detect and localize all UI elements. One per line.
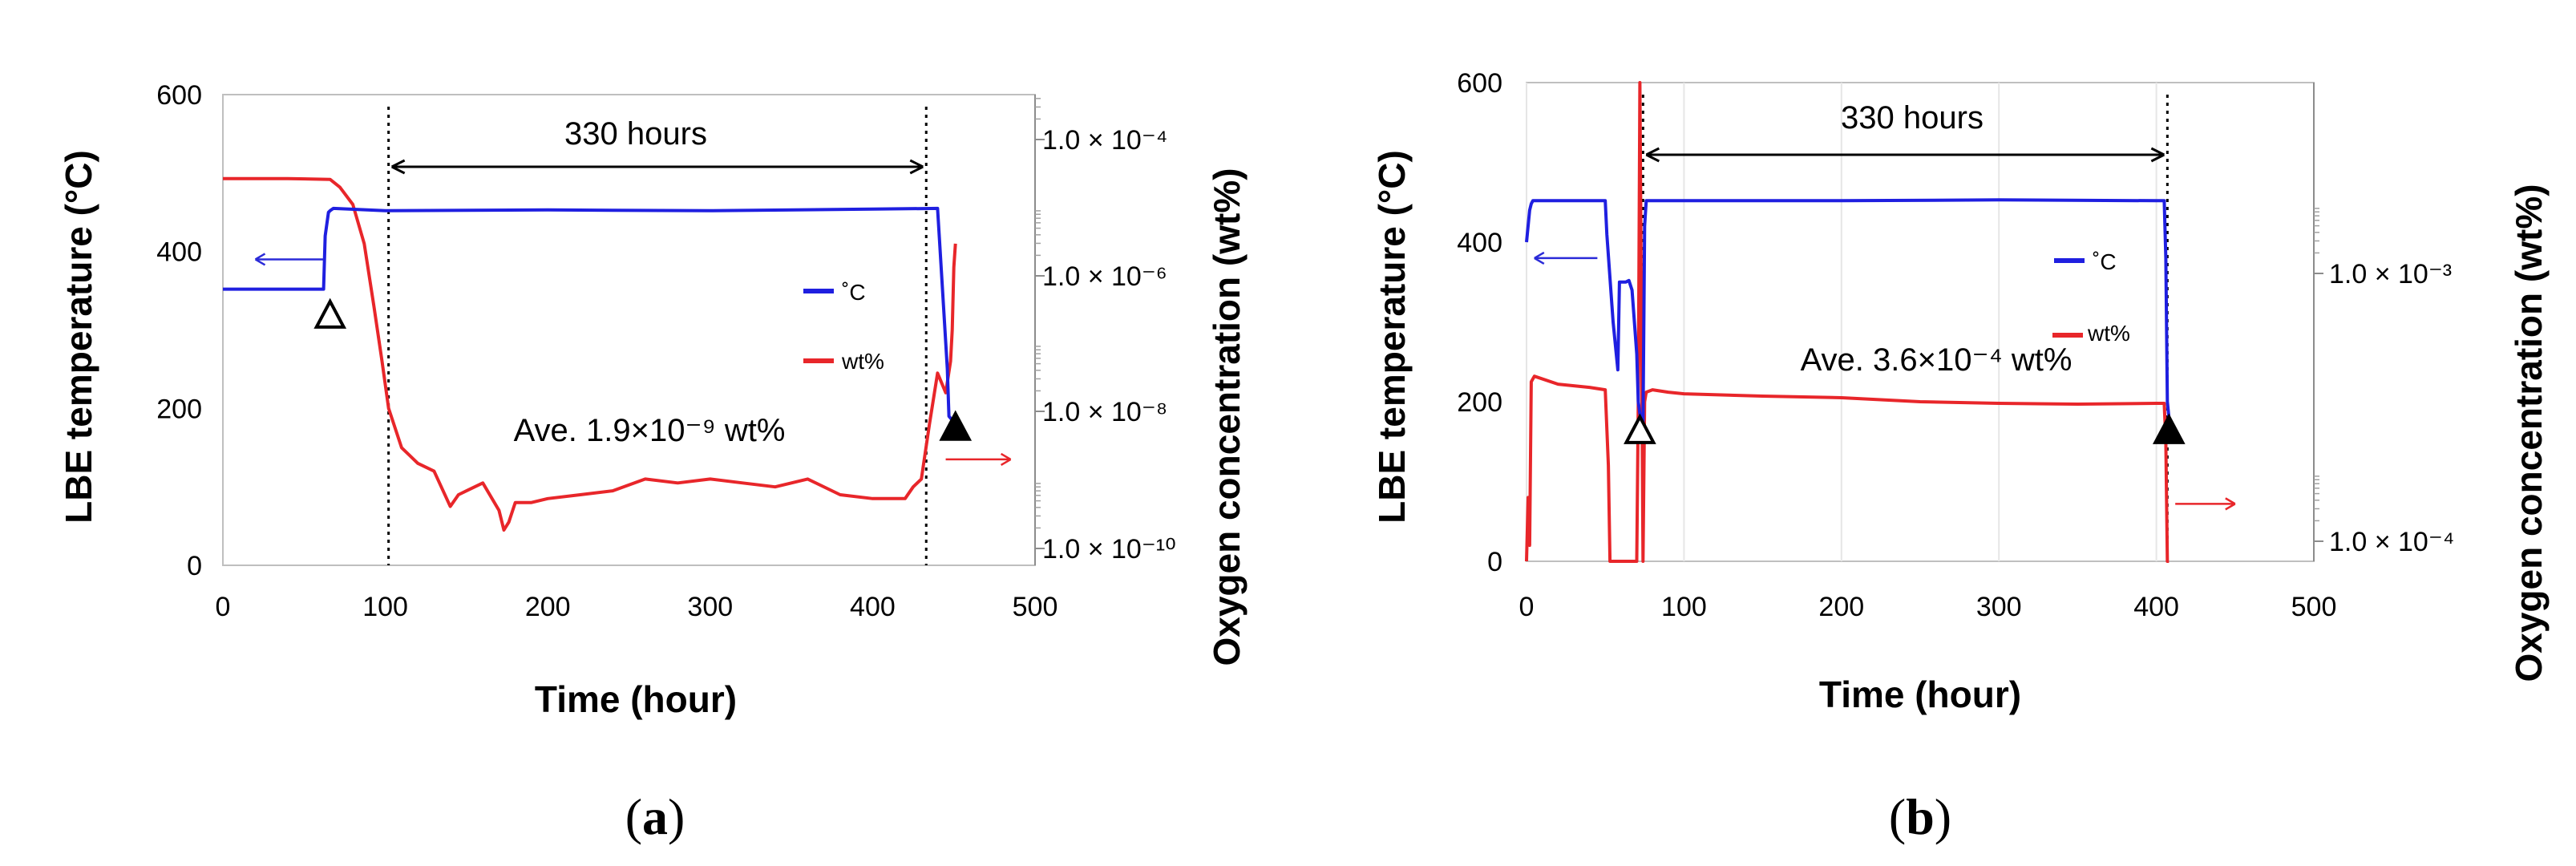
series-line-temperature	[223, 206, 956, 423]
open-triangle-marker	[1624, 413, 1656, 444]
series-line-temperature	[1525, 198, 2171, 427]
y-tick-label: 400	[156, 237, 202, 268]
span-arrow-head-left	[1645, 147, 1660, 163]
panel-label-b: (b)	[1889, 788, 1951, 845]
y2-tick-label: 1.0 × 10⁻⁸	[1042, 397, 1167, 427]
x-tick-label: 100	[1661, 592, 1707, 622]
y2-ticks-a: 1.0 × 10⁻¹⁰ 1.0 × 10⁻⁸ 1.0 × 10⁻⁶ 1.0 × 10⁻…	[1034, 95, 1176, 565]
span-label-a: 330 hours	[564, 116, 707, 152]
legend-label-temp-a: ˚C	[842, 280, 866, 305]
plot-area-a	[222, 94, 1036, 566]
filled-triangle-marker	[939, 410, 973, 441]
y2-axis-title-a: Oxygen concentration (wt%)	[1206, 168, 1248, 666]
series-line-oxygen	[223, 176, 957, 532]
x-tick-label: 100	[362, 592, 408, 622]
axis-arrows-a	[254, 253, 1012, 467]
y2-tick-label: 1.0 × 10⁻⁶	[1042, 261, 1167, 292]
x-tick-label: 500	[1013, 592, 1058, 622]
average-label-b: Ave. 3.6×10⁻⁴ wt%	[1801, 342, 2073, 378]
axis-arrow-head-right	[1000, 452, 1012, 467]
span-arrow-head-right	[2150, 147, 2166, 163]
x-tick-label: 300	[687, 592, 733, 622]
y-tick-label: 0	[187, 551, 202, 581]
x-tick-label: 0	[1519, 592, 1535, 622]
average-label-a: Ave. 1.9×10⁻⁹ wt%	[514, 413, 786, 448]
open-triangle-marker	[313, 297, 347, 329]
legend-label-temp-b: ˚C	[2093, 249, 2117, 274]
y-axis-title-b: LBE temperature (°C)	[1371, 150, 1413, 524]
span-arrow-head-right	[909, 159, 924, 175]
markers-a	[313, 297, 973, 441]
y2-tick-label: 1.0 × 10⁻⁴	[1042, 125, 1167, 156]
panel-letter-b: b	[1906, 788, 1935, 845]
y-tick-label: 600	[156, 80, 202, 111]
axis-arrow-head-left	[254, 253, 266, 266]
y-tick-label: 0	[1487, 547, 1502, 577]
y2-ticks-b: 1.0 × 10⁻⁴ 1.0 × 10⁻³	[2313, 83, 2454, 561]
axis-arrows-b	[1534, 251, 2236, 511]
x-axis-title-b: Time (hour)	[1819, 674, 2021, 715]
y-tick-label: 200	[156, 394, 202, 424]
markers-b	[1624, 413, 2186, 444]
span-arrow-head-left	[390, 159, 406, 175]
series-a	[223, 176, 957, 532]
filled-triangle-marker	[2152, 413, 2186, 444]
axis-arrow-head-left	[1534, 251, 1545, 265]
x-ticks-a: 0 100 200 300 400 500	[216, 592, 1058, 622]
y2-tick-label: 1.0 × 10⁻³	[2329, 259, 2452, 289]
x-tick-label: 400	[2133, 592, 2179, 622]
x-axis-title-a: Time (hour)	[535, 678, 737, 720]
x-tick-label: 200	[525, 592, 571, 622]
y-tick-label: 200	[1457, 387, 1502, 418]
y-tick-label: 400	[1457, 228, 1502, 258]
x-tick-label: 300	[1976, 592, 2022, 622]
y2-tick-label: 1.0 × 10⁻⁴	[2329, 527, 2454, 557]
x-tick-label: 200	[1818, 592, 1864, 622]
span-annotation-a	[387, 107, 928, 565]
x-tick-label: 0	[216, 592, 231, 622]
x-tick-label: 500	[2291, 592, 2337, 622]
y-axis-title-a: LBE temperature (°C)	[58, 150, 99, 524]
y2-tick-label: 1.0 × 10⁻¹⁰	[1042, 534, 1176, 565]
x-tick-label: 400	[850, 592, 896, 622]
legend-label-oxygen-a: wt%	[841, 349, 884, 374]
x-ticks-b: 0 100 200 300 400 500	[1519, 592, 2337, 622]
panel-label-a: (a)	[625, 788, 685, 845]
y-tick-label: 600	[1457, 68, 1502, 99]
axis-arrow-head-right	[2225, 497, 2236, 511]
span-label-b: 330 hours	[1841, 100, 1984, 136]
y-ticks-b: 0 200 400 600	[1457, 68, 1502, 577]
y-ticks-a: 0 200 400 600	[156, 80, 202, 581]
legend-label-oxygen-b: wt%	[2087, 321, 2130, 346]
y2-axis-title-b: Oxygen concentration (wt%)	[2508, 184, 2550, 682]
panel-letter-a: a	[642, 788, 668, 845]
